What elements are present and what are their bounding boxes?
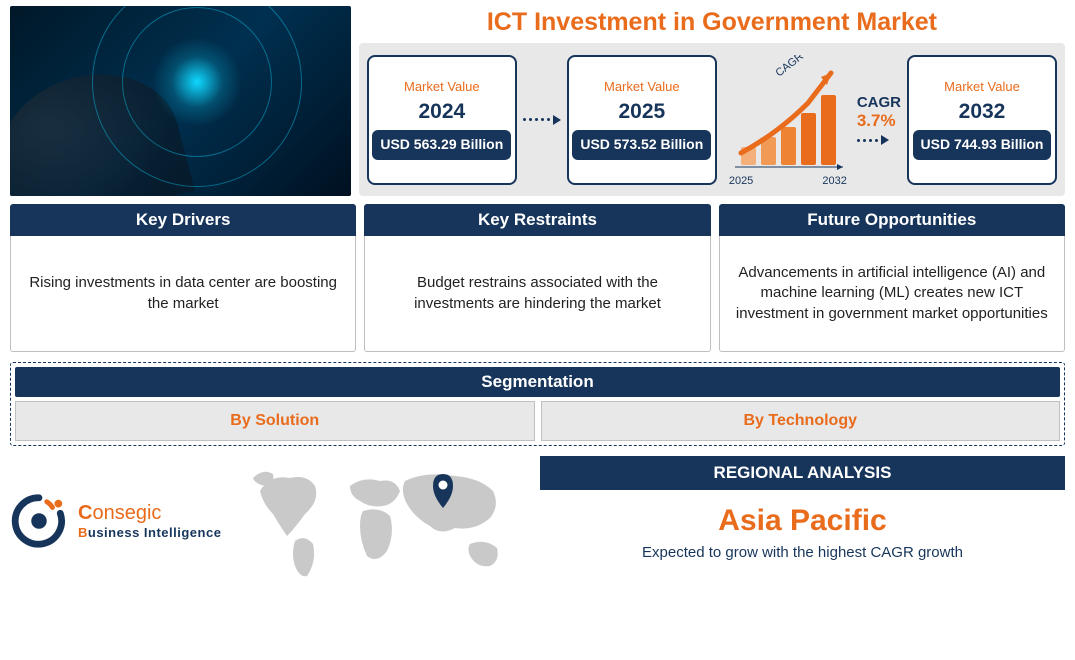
card-body: Rising investments in data center are bo… (10, 236, 356, 352)
brand-logo: Consegic Business Intelligence (10, 456, 230, 586)
regional-header: REGIONAL ANALYSIS (540, 456, 1065, 490)
market-value-2025: Market Value 2025 USD 573.52 Billion (567, 55, 717, 185)
card-key-drivers: Key Drivers Rising investments in data c… (10, 204, 356, 352)
connector-arrow (523, 115, 561, 125)
connector-arrow (857, 135, 889, 145)
hero-illustration (10, 6, 351, 196)
regional-analysis: REGIONAL ANALYSIS Asia Pacific Expected … (540, 456, 1065, 586)
cagr-percent: 3.7% (857, 111, 896, 131)
segmentation-row: By Solution By Technology (15, 401, 1060, 441)
segmentation-header: Segmentation (15, 367, 1060, 397)
hero-row: ICT Investment in Government Market Mark… (0, 0, 1075, 200)
market-value-strip: Market Value 2024 USD 563.29 Billion Mar… (359, 43, 1065, 196)
mv-label: Market Value (404, 79, 480, 94)
segmentation-item: By Solution (15, 401, 535, 441)
cagr-to-year: 2032 (822, 175, 846, 187)
card-body: Advancements in artificial intelligence … (719, 236, 1065, 352)
market-value-2032: Market Value 2032 USD 744.93 Billion (907, 55, 1057, 185)
brand-name: Consegic (78, 502, 221, 525)
cagr-from-year: 2025 (729, 175, 753, 187)
logo-icon (10, 492, 68, 550)
card-key-restraints: Key Restraints Budget restrains associat… (364, 204, 710, 352)
card-header: Future Opportunities (719, 204, 1065, 236)
mv-value: USD 573.52 Billion (572, 130, 711, 160)
card-body: Budget restrains associated with the inv… (364, 236, 710, 352)
three-cards-row: Key Drivers Rising investments in data c… (0, 200, 1075, 356)
page-title: ICT Investment in Government Market (359, 8, 1065, 37)
regional-body: Asia Pacific Expected to grow with the h… (540, 490, 1065, 575)
svg-text:CAGR: CAGR (773, 55, 805, 79)
cagr-block: CAGR 2025 2032 CAGR 3.7% (723, 55, 901, 185)
segmentation-item: By Technology (541, 401, 1061, 441)
card-future-opportunities: Future Opportunities Advancements in art… (719, 204, 1065, 352)
bottom-row: Consegic Business Intelligence REGIONAL … (0, 450, 1075, 590)
market-value-2024: Market Value 2024 USD 563.29 Billion (367, 55, 517, 185)
mv-year: 2025 (618, 100, 665, 124)
card-header: Key Drivers (10, 204, 356, 236)
logo-text: Consegic Business Intelligence (78, 502, 221, 540)
mv-label: Market Value (604, 79, 680, 94)
mv-year: 2024 (418, 100, 465, 124)
hero-right: ICT Investment in Government Market Mark… (359, 6, 1065, 196)
regional-note: Expected to grow with the highest CAGR g… (546, 544, 1059, 561)
brand-tagline: Business Intelligence (78, 525, 221, 540)
mv-label: Market Value (944, 79, 1020, 94)
cagr-chart: CAGR 2025 2032 (723, 55, 853, 185)
segmentation-block: Segmentation By Solution By Technology (10, 362, 1065, 446)
mv-year: 2032 (959, 100, 1006, 124)
regional-region: Asia Pacific (546, 504, 1059, 538)
mv-value: USD 744.93 Billion (913, 130, 1052, 160)
cagr-text: CAGR 3.7% (857, 94, 901, 145)
card-header: Key Restraints (364, 204, 710, 236)
mv-value: USD 563.29 Billion (372, 130, 511, 160)
cagr-label: CAGR (857, 94, 901, 111)
world-map (240, 456, 530, 586)
